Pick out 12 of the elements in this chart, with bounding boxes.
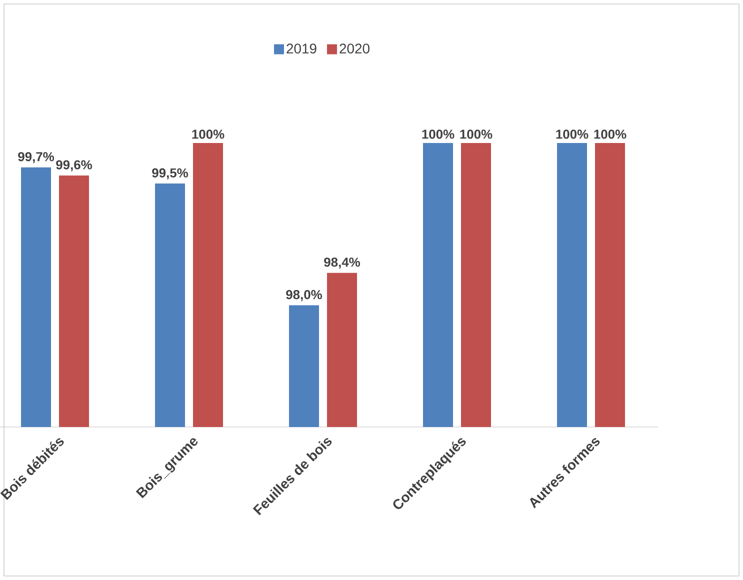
data-label: 99,7% — [18, 152, 54, 164]
data-label: 100% — [460, 130, 492, 139]
data-label: 100% — [192, 130, 224, 139]
data-label: 98,0% — [286, 290, 322, 302]
data-label: 99,6% — [56, 160, 92, 172]
legend-label: 2019 — [286, 44, 316, 54]
legend-label: 2020 — [340, 44, 370, 54]
data-label: 100% — [556, 130, 588, 139]
data-label: 98,4% — [324, 258, 360, 269]
data-label: 100% — [422, 130, 454, 139]
data-label: 100% — [594, 130, 626, 139]
data-label: 99,5% — [152, 168, 188, 180]
